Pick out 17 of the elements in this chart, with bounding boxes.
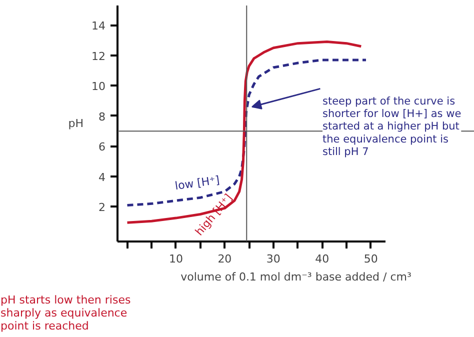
x-tick-label: 20 — [218, 252, 232, 266]
text: pH starts low then rises sharply as equivalence point is reached — [0, 294, 131, 332]
y-tick-label: 8 — [98, 110, 106, 124]
y-tick-label: 14 — [92, 20, 106, 33]
text: low [H⁺] — [174, 174, 220, 193]
x-tick-label: 10 — [168, 252, 183, 266]
y-tick-label: 12 — [92, 50, 106, 63]
y-axis-title: pH — [68, 117, 84, 130]
x-axis-title: volume of 0.1 mol dm⁻³ base added / cm³ — [180, 270, 412, 284]
x-tick-label: 30 — [266, 252, 280, 266]
annotation: steep part of the curve is shorter for low [H+] as we started at a higher pH but the equivalence point is still pH 7 — [322, 96, 462, 158]
x-tick-label: 50 — [364, 252, 378, 266]
x-tick-label: 40 — [315, 252, 330, 266]
y-tick-label: 4 — [98, 170, 106, 184]
y-tick-label: 10 — [92, 80, 106, 94]
y-tick-label: 6 — [98, 140, 106, 154]
y-tick-label: 2 — [98, 201, 106, 214]
